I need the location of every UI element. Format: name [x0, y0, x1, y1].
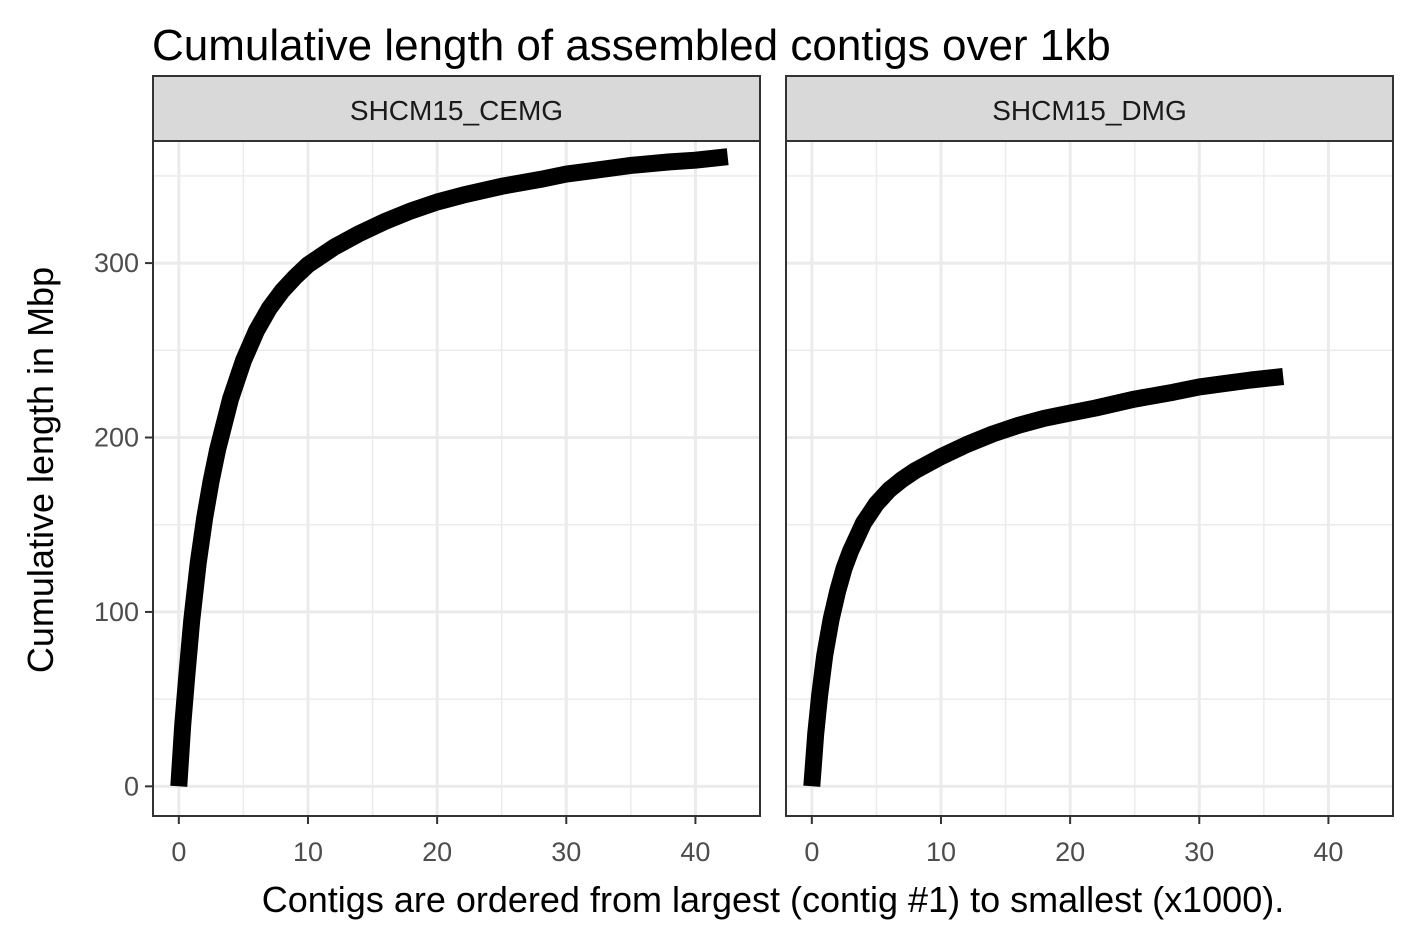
y-tick-label: 100	[94, 597, 139, 627]
y-tick-label: 0	[124, 771, 139, 801]
x-tick-label: 10	[293, 837, 323, 867]
y-axis-title: Cumulative length in Mbp	[20, 267, 61, 673]
y-tick-label: 200	[94, 423, 139, 453]
x-tick-label: 20	[1055, 837, 1085, 867]
facet-strip-label: SHCM15_DMG	[992, 95, 1186, 126]
chart-title: Cumulative length of assembled contigs o…	[152, 21, 1111, 70]
facet-strip-label: SHCM15_CEMG	[350, 95, 563, 126]
x-tick-label: 0	[804, 837, 819, 867]
x-tick-label: 40	[1313, 837, 1343, 867]
x-tick-label: 0	[171, 837, 186, 867]
series-line	[170, 148, 729, 787]
x-tick-label: 10	[926, 837, 956, 867]
x-tick-label: 30	[1184, 837, 1214, 867]
facet-panel-2: SHCM15_DMG 0 10 20 30 40	[785, 75, 1394, 867]
x-axis-title: Contigs are ordered from largest (contig…	[262, 879, 1284, 920]
x-tick-label: 20	[422, 837, 452, 867]
facet-panel-1: SHCM15_CEMG 0 10 20 30 40 0 100 200 300	[94, 75, 761, 867]
facet-strip	[152, 75, 761, 142]
series-line	[803, 368, 1285, 787]
facet-strip	[785, 75, 1394, 142]
x-tick-label: 30	[551, 837, 581, 867]
x-tick-label: 40	[680, 837, 710, 867]
y-tick-label: 300	[94, 248, 139, 278]
